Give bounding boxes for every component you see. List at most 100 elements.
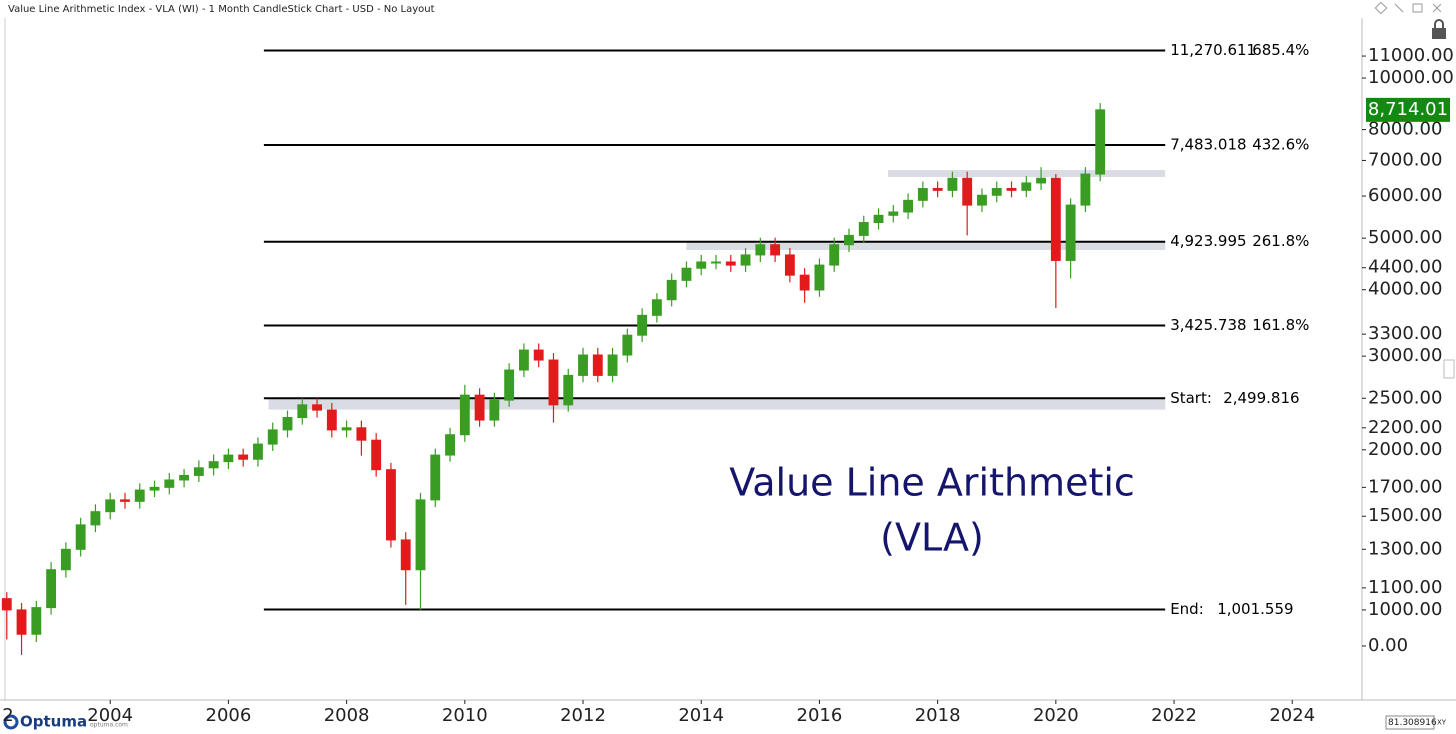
candle-body — [873, 214, 884, 224]
level-label: 4,923.995 — [1170, 232, 1246, 250]
x-tick-label: 2016 — [797, 705, 843, 726]
x-tick-label: 2012 — [560, 705, 606, 726]
y-tick-label: 1000.00 — [1368, 599, 1442, 620]
zone — [268, 398, 1166, 410]
candle-body — [518, 349, 529, 371]
candle-body — [725, 261, 736, 266]
window-controls[interactable] — [1374, 1, 1442, 15]
candle-body — [223, 454, 234, 463]
readout-mode: XY — [1437, 719, 1447, 727]
lock-icon[interactable] — [1432, 19, 1446, 39]
candle-body — [1036, 177, 1047, 184]
candle-body — [1, 598, 12, 611]
candle-body — [1080, 173, 1091, 206]
y-tick-label: 11000.00 — [1368, 45, 1454, 66]
candle-body — [208, 461, 219, 469]
y-stray-label: 0.00 — [1368, 635, 1408, 656]
candle-body — [548, 359, 559, 406]
candle-body — [917, 187, 928, 201]
level-note: 685.4% — [1252, 41, 1309, 59]
zone — [887, 170, 1166, 178]
candle-body — [297, 404, 308, 419]
candle-body — [504, 369, 515, 401]
candle-body — [1095, 109, 1106, 175]
candle-body — [651, 299, 662, 316]
candle-body — [445, 434, 455, 456]
candle-body — [489, 399, 500, 421]
x-tick-label: 2 — [2, 705, 13, 726]
y-tick-label: 8000.00 — [1368, 119, 1442, 140]
candle-body — [799, 274, 810, 291]
candle-body — [75, 524, 86, 550]
candle-body — [312, 404, 322, 411]
candle-body — [1065, 204, 1076, 261]
y-tick-label: 2500.00 — [1368, 387, 1442, 408]
candle-body — [326, 409, 337, 431]
last-price-box — [1366, 97, 1450, 122]
level-label: 1,001.559 — [1217, 600, 1293, 618]
candle-body — [977, 194, 987, 206]
candle-body — [267, 429, 278, 445]
level-label: 7,483.018 — [1170, 136, 1246, 154]
candle-body — [105, 499, 116, 513]
logo-name: Optuma — [20, 713, 87, 731]
candle-body — [888, 211, 899, 216]
y-tick-label: 5000.00 — [1368, 227, 1442, 248]
x-tick-label: 2010 — [442, 705, 488, 726]
candle-body — [932, 187, 943, 191]
candle-body — [622, 334, 633, 356]
candle-body — [858, 222, 869, 236]
annotation: Value Line Arithmetic — [729, 461, 1135, 505]
candle-body — [371, 439, 382, 471]
candle-body — [253, 443, 263, 460]
y-tick-label: 3300.00 — [1368, 323, 1442, 344]
level-label: 11,270.611 — [1170, 41, 1256, 59]
level-note: 261.8% — [1252, 232, 1309, 250]
candle-body — [681, 267, 692, 281]
candle-body — [947, 177, 958, 191]
candle-body — [903, 199, 914, 213]
y-tick-label: 4000.00 — [1368, 279, 1442, 300]
candle-body — [31, 607, 42, 635]
candle-body — [962, 177, 973, 206]
candle-body — [1021, 182, 1032, 191]
candle-body — [637, 314, 648, 336]
y-tick-label: 1300.00 — [1368, 538, 1442, 559]
candle-body — [16, 609, 27, 635]
x-tick-label: 2008 — [324, 705, 370, 726]
x-tick-label: 2014 — [678, 705, 724, 726]
candle-body — [666, 279, 677, 301]
candle-body — [829, 244, 840, 266]
zone — [686, 241, 1166, 251]
logo: Optuma optuma.com — [3, 713, 128, 731]
candle-body — [46, 569, 57, 609]
candle-body — [1006, 187, 1017, 191]
window-title: Value Line Arithmetic Index - VLA (WI) -… — [8, 4, 435, 15]
candle-body — [459, 394, 470, 436]
candle-body — [179, 474, 190, 481]
candle-body — [784, 254, 795, 276]
candle-body — [607, 354, 618, 376]
y-tick-label: 3000.00 — [1368, 345, 1442, 366]
candle-body — [814, 264, 825, 291]
candle-body — [563, 374, 574, 406]
y-tick-label: 7000.00 — [1368, 149, 1442, 170]
candle-body — [400, 539, 411, 571]
candle-body — [193, 467, 204, 476]
level-label: 2,499.816 — [1223, 389, 1299, 407]
y-tick-label: 2200.00 — [1368, 417, 1442, 438]
last-price-label: 8,714.01 — [1368, 99, 1448, 120]
candle-body — [578, 354, 588, 376]
y-tick-label: 2000.00 — [1368, 439, 1442, 460]
x-tick-label: 2024 — [1269, 705, 1315, 726]
candle-body — [533, 349, 544, 361]
title-bar — [0, 0, 1456, 18]
candle-body — [844, 234, 854, 246]
candle-body — [164, 479, 175, 488]
candle-body — [386, 469, 396, 541]
scroll-handle[interactable] — [1443, 359, 1455, 379]
x-tick-label: 2018 — [915, 705, 961, 726]
candle-body — [696, 261, 707, 269]
